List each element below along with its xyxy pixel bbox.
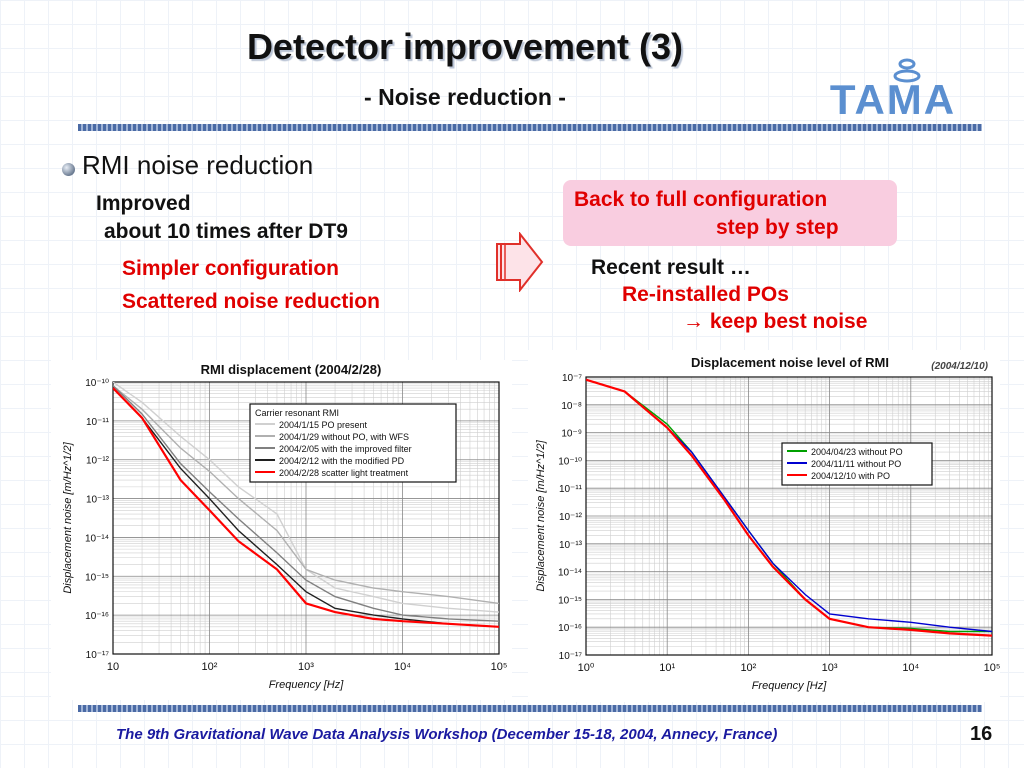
chart-title: Displacement noise level of RMI bbox=[691, 355, 889, 370]
legend-entry: 2004/2/28 scatter light treatment bbox=[279, 468, 409, 478]
y-tick-label: 10⁻¹⁷ bbox=[86, 650, 110, 661]
left-plot-panel: RMI displacement (2004/2/28) 10 10² 10³ 10⁴ 1… bbox=[51, 360, 512, 700]
scattered-noise-line: Scattered noise reduction bbox=[122, 290, 380, 313]
y-tick-label: 10⁻¹⁰ bbox=[558, 456, 582, 467]
page-number: 16 bbox=[970, 723, 993, 745]
displacement-noise-chart: Displacement noise level of RMI (2004/12/… bbox=[535, 355, 1000, 692]
right-arrow-glyph-icon: → bbox=[683, 310, 710, 333]
series-line bbox=[113, 387, 499, 628]
reinstalled-pos-line: Re-installed POs bbox=[622, 283, 789, 306]
callout-line-1: Back to full configuration bbox=[574, 188, 828, 211]
y-tick-label: 10⁻¹⁵ bbox=[85, 572, 109, 583]
legend-entry: 2004/11/11 without PO bbox=[811, 459, 901, 469]
simpler-config-line: Simpler configuration bbox=[122, 257, 340, 280]
y-tick-label: 10⁻¹⁴ bbox=[558, 568, 582, 579]
keep-best-noise-line: → keep best noise bbox=[683, 310, 868, 333]
legend-entry: 2004/12/10 with PO bbox=[811, 471, 890, 481]
slide-subtitle: - Noise reduction - bbox=[364, 84, 566, 110]
series-line bbox=[586, 379, 992, 633]
y-tick-label: 10⁻¹⁴ bbox=[85, 533, 109, 544]
y-tick-label: 10⁻⁷ bbox=[562, 373, 582, 384]
svg-text:TAMA: TAMA bbox=[830, 76, 956, 120]
improved-line: Improved bbox=[96, 192, 191, 215]
right-arrow-icon bbox=[496, 232, 544, 292]
legend-title: Carrier resonant RMI bbox=[255, 408, 339, 418]
x-tick-label: 10² bbox=[740, 662, 756, 674]
x-tick-label: 10¹ bbox=[659, 662, 675, 674]
legend-entry: 2004/2/05 with the improved filter bbox=[279, 444, 412, 454]
series-line bbox=[113, 387, 499, 628]
tama-logo-icon: TAMA bbox=[830, 58, 956, 120]
recent-result-label: Recent result … bbox=[591, 256, 751, 279]
y-tick-label: 10⁻¹² bbox=[559, 512, 583, 523]
x-tick-label: 10⁵ bbox=[491, 661, 508, 673]
footer-divider bbox=[78, 705, 982, 712]
y-tick-label: 10⁻¹⁶ bbox=[85, 611, 109, 622]
y-tick-label: 10⁻¹¹ bbox=[559, 484, 583, 495]
x-axis-label: Frequency [Hz] bbox=[269, 679, 345, 691]
plot-frame bbox=[112, 381, 500, 655]
legend-entry: 2004/2/12 with the modified PD bbox=[279, 456, 405, 466]
series-line bbox=[586, 379, 992, 633]
y-tick-label: 10⁻⁸ bbox=[561, 401, 582, 412]
y-tick-label: 10⁻⁹ bbox=[561, 429, 582, 440]
legend-entry: 2004/1/29 without PO, with WFS bbox=[279, 432, 409, 442]
rmi-displacement-chart: RMI displacement (2004/2/28) 10 10² 10³ 10⁴ 1… bbox=[62, 362, 508, 691]
x-tick-label: 10⁴ bbox=[902, 662, 919, 674]
y-tick-label: 10⁻¹⁰ bbox=[85, 378, 109, 389]
y-tick-label: 10⁻¹¹ bbox=[86, 417, 110, 428]
legend-box bbox=[249, 403, 457, 483]
x-axis-label: Frequency [Hz] bbox=[752, 680, 828, 692]
series-line bbox=[113, 385, 499, 605]
right-plot-panel: Displacement noise level of RMI (2004/12/… bbox=[528, 350, 1000, 702]
x-tick-label: 10⁴ bbox=[394, 661, 411, 673]
config-callout-box bbox=[563, 180, 897, 246]
y-tick-label: 10⁻¹³ bbox=[559, 540, 583, 551]
x-tick-label: 10 bbox=[107, 661, 119, 673]
series-line bbox=[113, 382, 499, 613]
x-tick-label: 10³ bbox=[822, 662, 838, 674]
x-tick-label: 10³ bbox=[298, 661, 314, 673]
improvement-detail: about 10 times after DT9 bbox=[104, 220, 348, 243]
series-line bbox=[113, 385, 499, 622]
bullet-icon bbox=[62, 163, 75, 176]
y-tick-label: 10⁻¹⁵ bbox=[558, 595, 582, 606]
y-axis-label: Displacement noise [m/Hz^1/2] bbox=[62, 441, 74, 593]
bullet-heading: RMI noise reduction bbox=[82, 150, 314, 180]
footer-text: The 9th Gravitational Wave Data Analysis… bbox=[116, 726, 778, 743]
header-divider bbox=[78, 124, 982, 131]
chart-title: RMI displacement (2004/2/28) bbox=[201, 362, 382, 377]
y-tick-label: 10⁻¹⁶ bbox=[558, 623, 582, 634]
y-tick-label: 10⁻¹² bbox=[86, 456, 110, 467]
legend-entry: 2004/1/15 PO present bbox=[279, 420, 368, 430]
slide-title: Detector improvement (3) bbox=[246, 26, 684, 67]
x-tick-label: 10² bbox=[202, 661, 218, 673]
y-axis-label: Displacement noise [m/Hz^1/2] bbox=[535, 439, 547, 591]
callout-line-2: step by step bbox=[716, 216, 839, 239]
chart-date-note: (2004/12/10) bbox=[931, 361, 988, 372]
plot-frame bbox=[585, 376, 993, 656]
x-tick-label: 10⁰ bbox=[578, 662, 595, 674]
x-tick-label: 10⁵ bbox=[984, 662, 1000, 674]
legend-entry: 2004/04/23 without PO bbox=[811, 447, 903, 457]
series-line bbox=[586, 378, 992, 637]
y-tick-label: 10⁻¹³ bbox=[86, 495, 110, 506]
y-tick-label: 10⁻¹⁷ bbox=[559, 651, 583, 662]
